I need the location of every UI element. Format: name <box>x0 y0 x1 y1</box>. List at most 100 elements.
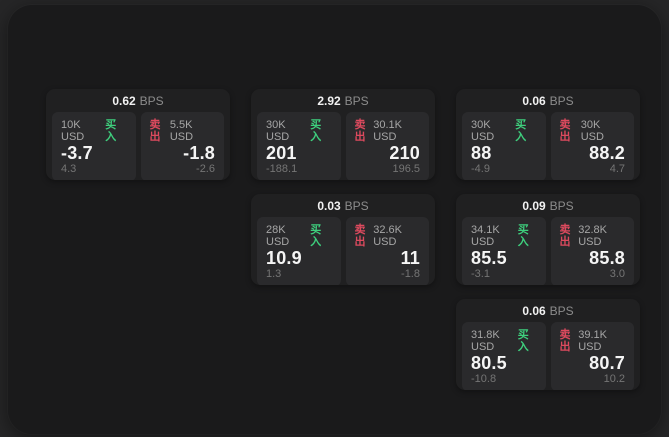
sell-notional: 32.8K USD <box>578 224 607 248</box>
tile-top-row: 卖出 30K USD <box>560 119 626 143</box>
sell-notional: 39.1K USD <box>578 329 607 353</box>
bps-value: 0.09 <box>522 198 546 213</box>
buy-notional: 30K USD <box>471 119 495 143</box>
tile-top-row: 卖出 39.1K USD <box>560 329 626 353</box>
sell-price: 80.7 <box>589 353 625 373</box>
bps-unit-label: BPS <box>344 93 369 108</box>
tiles-row: 34.1K USD 买入 85.5 -3.1 卖出 32.8K USD 85.8… <box>456 217 640 285</box>
buy-side-label: 买入 <box>517 224 529 248</box>
bps-value: 2.92 <box>317 93 341 108</box>
tile-top-row: 卖出 5.5K USD <box>150 119 216 143</box>
bps-unit-label: BPS <box>549 303 574 318</box>
buy-tile[interactable]: 28K USD 买入 10.9 1.3 <box>257 217 341 285</box>
sell-price: -1.8 <box>183 143 215 163</box>
bps-value: 0.06 <box>522 93 546 108</box>
buy-price: 80.5 <box>471 353 507 373</box>
buy-notional: 10K USD <box>61 119 85 143</box>
bps-header: 2.92 BPS <box>251 89 435 112</box>
buy-side-label: 买入 <box>310 224 322 248</box>
bps-unit-label: BPS <box>549 93 574 108</box>
buy-tile[interactable]: 30K USD 买入 201 -188.1 <box>257 112 341 180</box>
buy-sub-value: -4.9 <box>471 163 490 175</box>
buy-notional: 30K USD <box>266 119 290 143</box>
tile-top-row: 30K USD 买入 <box>471 119 537 143</box>
bps-header: 0.06 BPS <box>456 299 640 322</box>
buy-price: 85.5 <box>471 248 507 268</box>
sell-sub-value: 3.0 <box>609 268 625 280</box>
buy-sub-value: -10.8 <box>471 373 497 385</box>
sell-sub-value: -1.8 <box>401 268 420 280</box>
quote-card: 2.92 BPS 30K USD 买入 201 -188.1 卖出 30.1K … <box>251 89 435 180</box>
buy-notional: 28K USD <box>266 224 290 248</box>
bps-value: 0.62 <box>112 93 136 108</box>
tile-top-row: 34.1K USD 买入 <box>471 224 537 248</box>
sell-side-label: 卖出 <box>354 224 366 248</box>
buy-notional: 31.8K USD <box>471 329 500 353</box>
sell-price: 210 <box>389 143 420 163</box>
tiles-row: 10K USD 买入 -3.7 4.3 卖出 5.5K USD -1.8 -2.… <box>46 112 230 180</box>
sell-price: 11 <box>400 248 420 268</box>
buy-sub-value: 1.3 <box>266 268 282 280</box>
sell-sub-value: -2.6 <box>196 163 215 175</box>
sell-tile[interactable]: 卖出 32.6K USD 11 -1.8 <box>345 217 429 285</box>
buy-tile[interactable]: 10K USD 买入 -3.7 4.3 <box>52 112 136 180</box>
buy-sub-value: -188.1 <box>266 163 298 175</box>
tiles-row: 31.8K USD 买入 80.5 -10.8 卖出 39.1K USD 80.… <box>456 322 640 390</box>
sell-sub-value: 196.5 <box>392 163 420 175</box>
tiles-row: 30K USD 买入 88 -4.9 卖出 30K USD 88.2 4.7 <box>456 112 640 180</box>
tile-top-row: 28K USD 买入 <box>266 224 332 248</box>
quote-card: 0.06 BPS 31.8K USD 买入 80.5 -10.8 卖出 39.1… <box>456 299 640 390</box>
bps-header: 0.06 BPS <box>456 89 640 112</box>
bps-header: 0.09 BPS <box>456 194 640 217</box>
buy-side-label: 买入 <box>310 119 322 143</box>
buy-sub-value: 4.3 <box>61 163 77 175</box>
tiles-row: 28K USD 买入 10.9 1.3 卖出 32.6K USD 11 -1.8 <box>251 217 435 285</box>
buy-price: 201 <box>266 143 297 163</box>
buy-side-label: 买入 <box>105 119 117 143</box>
sell-tile[interactable]: 卖出 32.8K USD 85.8 3.0 <box>550 217 634 285</box>
quote-card: 0.09 BPS 34.1K USD 买入 85.5 -3.1 卖出 32.8K… <box>456 194 640 285</box>
tile-top-row: 10K USD 买入 <box>61 119 127 143</box>
tile-top-row: 卖出 32.8K USD <box>560 224 626 248</box>
buy-notional: 34.1K USD <box>471 224 500 248</box>
buy-tile[interactable]: 31.8K USD 买入 80.5 -10.8 <box>462 322 546 390</box>
tile-top-row: 31.8K USD 买入 <box>471 329 537 353</box>
quote-card: 0.03 BPS 28K USD 买入 10.9 1.3 卖出 32.6K US… <box>251 194 435 285</box>
buy-side-label: 买入 <box>517 329 529 353</box>
bps-value: 0.06 <box>522 303 546 318</box>
bps-unit-label: BPS <box>139 93 164 108</box>
bps-unit-label: BPS <box>549 198 574 213</box>
sell-side-label: 卖出 <box>559 329 571 353</box>
sell-side-label: 卖出 <box>559 224 571 248</box>
tile-top-row: 卖出 32.6K USD <box>355 224 421 248</box>
sell-notional: 32.6K USD <box>373 224 402 248</box>
sell-price: 85.8 <box>589 248 625 268</box>
app-panel: 0.62 BPS 10K USD 买入 -3.7 4.3 卖出 5.5K USD <box>8 5 661 434</box>
quote-card: 0.62 BPS 10K USD 买入 -3.7 4.3 卖出 5.5K USD <box>46 89 230 180</box>
sell-tile[interactable]: 卖出 30K USD 88.2 4.7 <box>550 112 634 180</box>
sell-tile[interactable]: 卖出 39.1K USD 80.7 10.2 <box>550 322 634 390</box>
sell-sub-value: 10.2 <box>603 373 625 385</box>
sell-tile[interactable]: 卖出 30.1K USD 210 196.5 <box>345 112 429 180</box>
bps-value: 0.03 <box>317 198 341 213</box>
buy-sub-value: -3.1 <box>471 268 490 280</box>
tiles-row: 30K USD 买入 201 -188.1 卖出 30.1K USD 210 1… <box>251 112 435 180</box>
buy-tile[interactable]: 34.1K USD 买入 85.5 -3.1 <box>462 217 546 285</box>
sell-side-label: 卖出 <box>354 119 366 143</box>
sell-notional: 30K USD <box>580 119 604 143</box>
sell-notional: 5.5K USD <box>169 119 194 143</box>
buy-price: 88 <box>471 143 492 163</box>
sell-side-label: 卖出 <box>149 119 161 143</box>
bps-unit-label: BPS <box>344 198 369 213</box>
buy-tile[interactable]: 30K USD 买入 88 -4.9 <box>462 112 546 180</box>
tile-top-row: 30K USD 买入 <box>266 119 332 143</box>
bps-header: 0.62 BPS <box>46 89 230 112</box>
sell-sub-value: 4.7 <box>609 163 625 175</box>
quote-card: 0.06 BPS 30K USD 买入 88 -4.9 卖出 30K USD <box>456 89 640 180</box>
buy-price: 10.9 <box>266 248 302 268</box>
sell-notional: 30.1K USD <box>373 119 402 143</box>
sell-tile[interactable]: 卖出 5.5K USD -1.8 -2.6 <box>140 112 224 180</box>
tile-top-row: 卖出 30.1K USD <box>355 119 421 143</box>
sell-side-label: 卖出 <box>559 119 571 143</box>
bps-header: 0.03 BPS <box>251 194 435 217</box>
